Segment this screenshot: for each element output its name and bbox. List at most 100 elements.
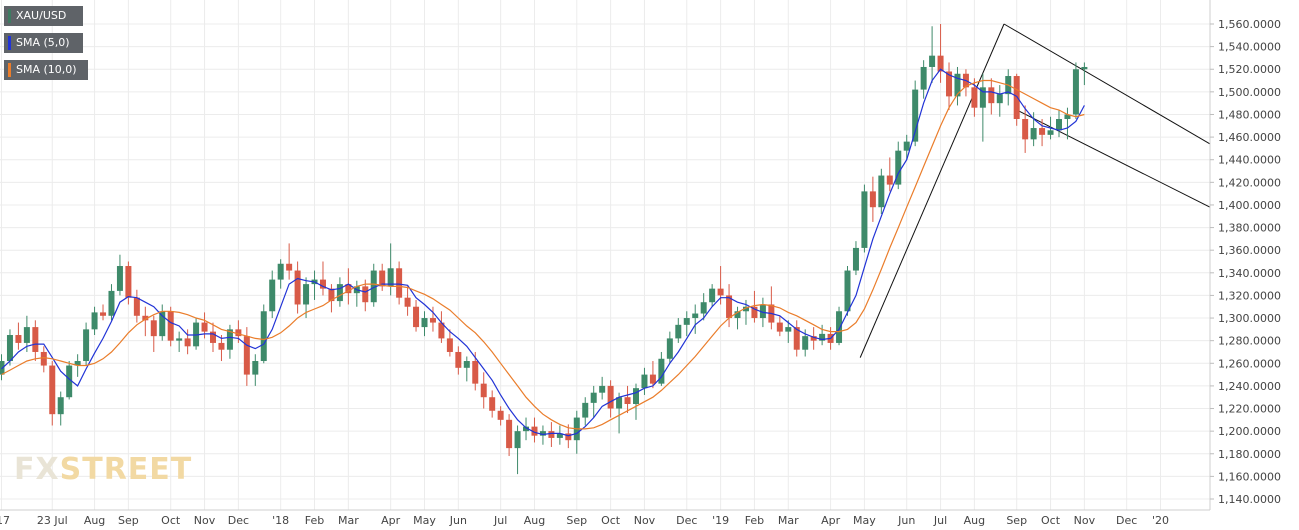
- candle-body: [954, 73, 961, 97]
- candle-body: [819, 333, 826, 341]
- candle-body: [303, 284, 310, 305]
- candle-body: [912, 89, 919, 142]
- candle-body: [133, 297, 140, 316]
- candle-body: [252, 361, 259, 375]
- candle-body: [852, 247, 859, 271]
- candle-body: [294, 270, 301, 305]
- y-tick-label: 1,280.0000: [1218, 335, 1281, 348]
- y-tick-label: 1,540.0000: [1218, 41, 1281, 54]
- candle-body: [336, 284, 343, 302]
- candle-body: [32, 327, 39, 352]
- y-tick-label: 1,160.0000: [1218, 470, 1281, 483]
- candle-body: [590, 392, 597, 403]
- y-tick-label: 1,140.0000: [1218, 493, 1281, 506]
- y-tick-label: 1,520.0000: [1218, 63, 1281, 76]
- x-tick-label: Jul: [493, 514, 507, 527]
- y-tick-label: 1,260.0000: [1218, 357, 1281, 370]
- watermark-street: STREET: [59, 452, 193, 487]
- candle-body: [108, 290, 115, 316]
- candle-body: [40, 351, 47, 366]
- candle-body: [1081, 66, 1088, 70]
- candle-body: [675, 324, 682, 339]
- candle-body: [1030, 128, 1037, 140]
- candle-body: [1064, 114, 1071, 119]
- candle-body: [167, 311, 174, 341]
- x-tick-label: Jun: [449, 514, 467, 527]
- x-tick-label: '20: [1152, 514, 1169, 527]
- x-tick-label: Aug: [964, 514, 985, 527]
- legend-sma5[interactable]: SMA (5,0): [4, 33, 83, 53]
- candle-body: [201, 322, 208, 332]
- candle-body: [379, 270, 386, 287]
- x-tick-label: Sep: [118, 514, 139, 527]
- candle-body: [506, 419, 513, 449]
- x-tick-label: Jul: [933, 514, 947, 527]
- candle-body: [1056, 119, 1062, 131]
- legend-swatch-xauusd: [8, 9, 11, 23]
- candle-body: [345, 284, 352, 294]
- candle-body: [1013, 76, 1020, 119]
- candle-body: [66, 365, 73, 398]
- candle-body: [15, 335, 22, 343]
- candle-body: [6, 335, 13, 362]
- x-tick-label: Aug: [84, 514, 105, 527]
- candle-body: [1022, 119, 1029, 140]
- x-tick-label: Dec: [228, 514, 249, 527]
- candle-body: [523, 426, 530, 432]
- y-tick-label: 1,460.0000: [1218, 131, 1281, 144]
- legend-label-sma5: SMA (5,0): [16, 36, 70, 49]
- candle-body: [218, 342, 225, 350]
- candle-body: [57, 397, 64, 415]
- y-tick-label: 1,380.0000: [1218, 222, 1281, 235]
- candle-body: [362, 286, 369, 303]
- candle-body: [709, 288, 716, 303]
- candle-body: [142, 315, 149, 321]
- candle-body: [903, 141, 910, 151]
- candle-body: [683, 318, 690, 325]
- legend-swatch-sma5: [8, 36, 11, 50]
- y-tick-label: 1,320.0000: [1218, 289, 1281, 302]
- candle-body: [886, 175, 893, 185]
- candle-body: [480, 383, 487, 398]
- candle-body: [920, 66, 927, 90]
- candle-body: [1047, 130, 1054, 135]
- candle-body: [370, 270, 377, 303]
- candle-body: [472, 361, 479, 384]
- candle-body: [125, 266, 132, 298]
- candle-body: [836, 311, 843, 343]
- candle-body: [184, 338, 191, 347]
- candle-body: [582, 402, 589, 418]
- candle-body: [226, 329, 233, 350]
- candle-body: [624, 397, 631, 404]
- candle-body: [497, 410, 504, 420]
- candle-body: [759, 304, 766, 319]
- candle-body: [489, 397, 496, 411]
- y-tick-label: 1,340.0000: [1218, 267, 1281, 280]
- candle-body: [726, 295, 733, 319]
- sma-line: [1, 68, 1085, 437]
- candle-body: [565, 433, 572, 441]
- candle-body: [91, 312, 98, 330]
- legend-sma10[interactable]: SMA (10,0): [4, 60, 88, 80]
- legend-label-xauusd: XAU/USD: [16, 9, 67, 22]
- candle-body: [793, 327, 800, 350]
- x-tick-label: May: [413, 514, 436, 527]
- candle-body: [717, 288, 724, 296]
- x-tick-label: '17: [0, 514, 10, 527]
- candle-body: [210, 331, 216, 343]
- candle-body: [243, 336, 250, 375]
- candle-body: [641, 374, 648, 389]
- candle-body: [446, 338, 453, 352]
- candle-body: [49, 365, 56, 415]
- candle-body: [666, 338, 673, 359]
- x-tick-label: Jun: [897, 514, 915, 527]
- candle-body: [269, 279, 276, 312]
- x-tick-label: Feb: [305, 514, 324, 527]
- x-tick-label: '19: [712, 514, 729, 527]
- candle-body: [286, 263, 293, 271]
- candle-body: [776, 322, 783, 332]
- candle-body: [844, 270, 851, 312]
- y-tick-label: 1,400.0000: [1218, 199, 1281, 212]
- legend-xauusd[interactable]: XAU/USD: [4, 6, 83, 26]
- candle-body: [235, 329, 242, 337]
